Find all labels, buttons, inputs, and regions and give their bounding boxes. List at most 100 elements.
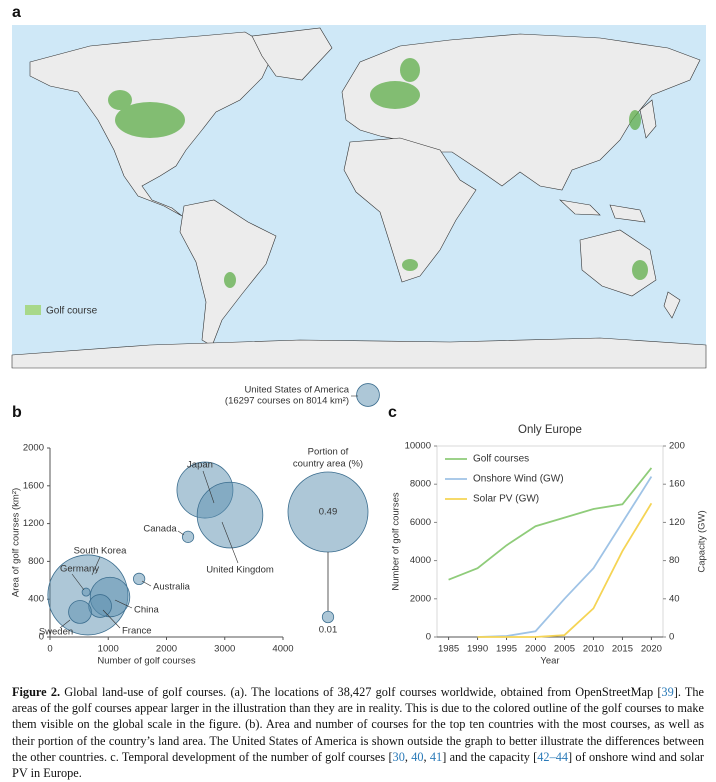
antarctica xyxy=(11,337,707,369)
legend-label: Golf course xyxy=(46,306,98,317)
leader-line xyxy=(114,599,133,609)
y-tick-label: 1600 xyxy=(23,480,44,491)
x-tick-label: 2010 xyxy=(583,644,604,655)
y-axis-label: Area of golf courses (km²) xyxy=(11,488,22,597)
y2-tick-label: 0 xyxy=(669,632,674,643)
country-label: Japan xyxy=(187,460,213,471)
y-tick-label: 2000 xyxy=(23,443,44,454)
leader-line xyxy=(102,609,121,629)
bubble xyxy=(68,600,92,624)
outlier-label: United States of America xyxy=(244,385,349,396)
leader-line xyxy=(141,580,152,587)
leader-line xyxy=(71,573,85,591)
x-tick-label: 1990 xyxy=(467,644,488,655)
citation[interactable]: 40 xyxy=(411,749,424,764)
y-tick-label: 1200 xyxy=(23,518,44,529)
leader-line xyxy=(221,521,239,564)
y-tick-label: 0 xyxy=(426,632,431,643)
panel-label: a xyxy=(12,4,21,21)
x-tick-label: 2000 xyxy=(525,644,546,655)
x-tick-label: 4000 xyxy=(272,644,293,655)
caption: Figure 2. Global land-use of golf course… xyxy=(12,684,704,781)
caption-text: ] of onshore wind and solar PV in Europe… xyxy=(12,749,705,781)
islands xyxy=(559,99,681,319)
series-line xyxy=(477,476,653,638)
y-tick-label: 400 xyxy=(28,594,44,605)
caption-text: Global land-use of golf courses. (a). Th… xyxy=(60,685,662,699)
leader-line xyxy=(59,619,71,629)
x-tick-label: 1995 xyxy=(496,644,517,655)
y-tick-label: 8000 xyxy=(410,479,431,490)
size-legend-label: 0.01 xyxy=(319,625,338,636)
country-label: China xyxy=(134,605,160,616)
caption-text: , xyxy=(404,749,412,764)
y2-tick-label: 80 xyxy=(669,555,680,566)
bubble xyxy=(133,572,146,585)
panel-label: b xyxy=(12,404,22,421)
country-label: Australia xyxy=(153,582,191,593)
africa xyxy=(343,137,477,283)
golf-locations xyxy=(108,58,648,288)
leader-line xyxy=(91,556,101,576)
outlier-label: (16297 courses on 8014 km²) xyxy=(225,396,349,407)
y-tick-label: 800 xyxy=(28,556,44,567)
bubble xyxy=(181,530,195,543)
caption-label: Figure 2. xyxy=(12,685,61,699)
citation[interactable]: 42–44 xyxy=(537,749,569,764)
y-axis-label: Number of golf courses xyxy=(391,492,402,590)
y-tick-label: 6000 xyxy=(410,517,431,528)
x-axis-label: Year xyxy=(540,656,559,667)
country-label: France xyxy=(122,626,152,637)
size-legend-label: 0.49 xyxy=(319,507,338,518)
country-label: Sweden xyxy=(39,627,73,638)
x-tick-label: 1985 xyxy=(438,644,459,655)
legend-label: Solar PV (GW) xyxy=(473,494,539,505)
australia xyxy=(579,229,657,297)
y2-tick-label: 160 xyxy=(669,479,685,490)
x-tick-label: 2015 xyxy=(612,644,633,655)
legend-label: Golf courses xyxy=(473,454,529,465)
y-tick-label: 2000 xyxy=(410,593,431,604)
legend-swatch xyxy=(25,305,41,315)
x-tick-label: 2020 xyxy=(641,644,662,655)
bubble xyxy=(88,594,112,618)
panel-label: c xyxy=(388,404,397,421)
y2-tick-label: 40 xyxy=(669,593,680,604)
caption-text: ] and the capacity [ xyxy=(442,749,538,764)
legend-label: Onshore Wind (GW) xyxy=(473,474,564,485)
bubble xyxy=(356,383,380,407)
x-tick-label: 0 xyxy=(47,644,52,655)
x-tick-label: 2005 xyxy=(554,644,575,655)
size-legend-title: Portion of xyxy=(308,447,349,458)
leader-line xyxy=(202,470,215,504)
greenland xyxy=(251,27,333,81)
chart-title: Only Europe xyxy=(518,424,582,436)
y-tick-label: 4000 xyxy=(410,555,431,566)
x-tick-label: 2000 xyxy=(156,644,177,655)
size-legend-bubble xyxy=(321,610,335,624)
series-line xyxy=(477,502,653,638)
bubble xyxy=(196,481,264,549)
citation[interactable]: 30 xyxy=(392,749,405,764)
y-tick-label: 0 xyxy=(39,632,44,643)
series-line xyxy=(448,467,653,581)
country-label: Canada xyxy=(143,524,177,535)
x-tick-label: 3000 xyxy=(214,644,235,655)
bubble xyxy=(81,587,91,597)
x-tick-label: 1000 xyxy=(98,644,119,655)
country-label: South Korea xyxy=(74,546,128,557)
country-label: United Kingdom xyxy=(206,565,274,576)
world-map: Golf course xyxy=(11,25,707,369)
y2-tick-label: 200 xyxy=(669,441,685,452)
citation[interactable]: 39 xyxy=(661,685,674,699)
citation[interactable]: 41 xyxy=(429,749,443,764)
y-tick-label: 10000 xyxy=(405,441,431,452)
size-legend-title: country area (%) xyxy=(293,459,363,470)
leader-line xyxy=(177,530,185,536)
caption-text: ]. The areas of the golf courses appear … xyxy=(12,685,704,764)
y2-tick-label: 120 xyxy=(669,517,685,528)
country-label: Germany xyxy=(60,564,99,575)
y2-axis-label: Capacity (GW) xyxy=(697,510,708,572)
